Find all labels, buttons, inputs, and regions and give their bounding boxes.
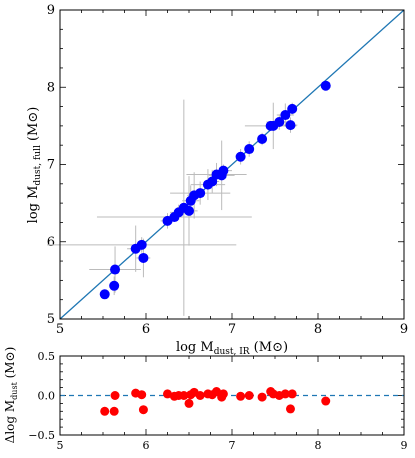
- data-point: [321, 396, 331, 406]
- data-point: [110, 264, 121, 275]
- x-tick-label: 7: [229, 439, 236, 452]
- data-point: [163, 389, 172, 399]
- plot-frame: [59, 9, 405, 320]
- y-tick-label: 0.5: [38, 350, 56, 363]
- x-tick-label: 9: [400, 322, 408, 337]
- data-point: [195, 391, 205, 400]
- data-point: [179, 391, 189, 400]
- main-y-axis-label: log Mdust, full (M⊙): [26, 107, 43, 224]
- data-point: [236, 391, 246, 401]
- data-point: [218, 389, 228, 399]
- data-point: [109, 280, 120, 291]
- y-tick-label: −0.5: [28, 429, 55, 442]
- y-tick-label: 7: [47, 158, 55, 173]
- x-tick-label: 5: [56, 322, 64, 337]
- data-point: [287, 103, 298, 114]
- data-point: [109, 406, 119, 416]
- residual-y-axis-label: Δlog Mdust (M⊙): [3, 347, 19, 444]
- data-point: [235, 151, 246, 162]
- data-point: [195, 188, 206, 199]
- data-point: [99, 289, 110, 300]
- data-point: [257, 392, 267, 402]
- residual-panel: 5 6 7 8 9 0.5 0.0 −0.5: [28, 350, 407, 452]
- data-point: [138, 252, 149, 263]
- y-tick-label: 8: [47, 80, 55, 95]
- data-point: [244, 144, 255, 155]
- data-point: [218, 165, 229, 176]
- x-tick-label: 7: [228, 322, 236, 337]
- data-point: [184, 205, 194, 216]
- main-scatter-panel: 5 6 7 8 9 5 6 7 8 9: [47, 3, 408, 337]
- data-point: [110, 391, 120, 400]
- x-tick-label: 5: [57, 439, 64, 452]
- data-point: [274, 117, 285, 128]
- data-point: [257, 134, 268, 145]
- data-point: [280, 389, 290, 399]
- data-point: [184, 398, 194, 408]
- data-point: [138, 405, 148, 415]
- plot-frame: [59, 355, 405, 436]
- x-tick-label: 6: [142, 322, 150, 337]
- data-point: [287, 389, 297, 399]
- data-point: [285, 120, 296, 131]
- y-tick-label: 5: [47, 312, 55, 327]
- data-point: [285, 404, 295, 414]
- x-tick-label: 9: [401, 439, 408, 452]
- data-point: [136, 239, 147, 250]
- data-point: [137, 390, 147, 400]
- y-tick-label: 6: [47, 235, 55, 250]
- x-tick-label: 8: [315, 439, 322, 452]
- data-point: [280, 110, 291, 121]
- y-tick-label: 0.0: [38, 390, 56, 403]
- y-tick-label: 9: [47, 3, 55, 18]
- data-point: [244, 391, 254, 400]
- main-x-axis-label: log Mdust, IR (M⊙): [176, 340, 288, 357]
- x-tick-label: 8: [314, 322, 322, 337]
- data-point: [100, 406, 110, 416]
- x-tick-label: 6: [143, 439, 150, 452]
- data-point: [320, 80, 331, 91]
